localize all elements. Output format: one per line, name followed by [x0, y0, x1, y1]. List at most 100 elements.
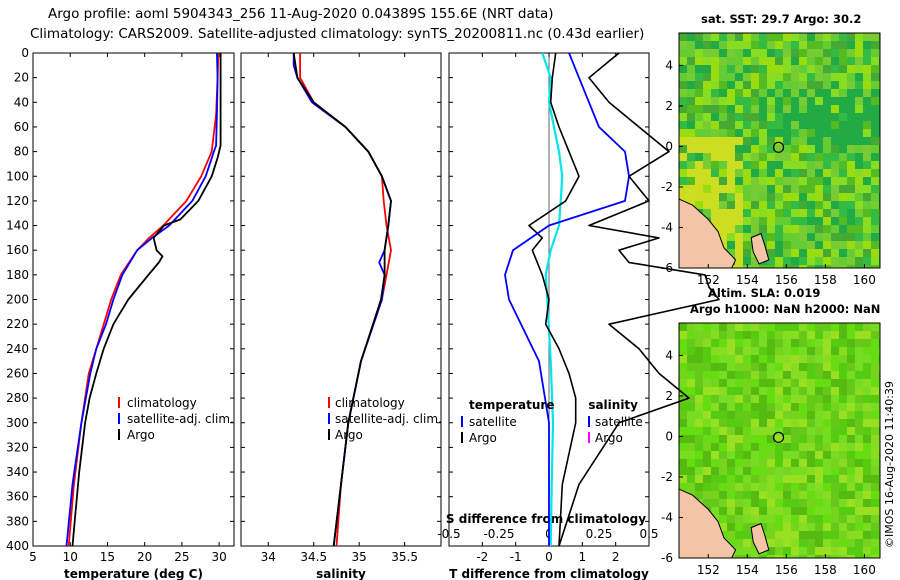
map-cell [759, 113, 767, 121]
map-cell [767, 451, 775, 459]
map-cell [863, 475, 871, 483]
map-cell [791, 347, 799, 355]
map-cell [847, 523, 855, 531]
map-cell [743, 523, 751, 531]
map-cell [735, 241, 743, 249]
map-cell [735, 153, 743, 161]
map-cell [711, 411, 719, 419]
map-cell [799, 411, 807, 419]
map-cell [815, 105, 823, 113]
map-cell [751, 161, 759, 169]
map-cell [695, 323, 703, 331]
map-cell [863, 379, 871, 387]
map-cell [695, 113, 703, 121]
map-cell [775, 41, 783, 49]
map-cell [847, 113, 855, 121]
diff-legend-right-label-1: Argo [595, 431, 623, 445]
map-cell [679, 89, 687, 97]
map-cell [799, 233, 807, 241]
map-cell [807, 249, 815, 257]
map-cell [807, 217, 815, 225]
map-cell [863, 499, 871, 507]
map-cell [775, 97, 783, 105]
map-cell [719, 137, 727, 145]
map-cell [703, 169, 711, 177]
map-cell [767, 387, 775, 395]
map-cell [815, 507, 823, 515]
map-cell [783, 145, 791, 153]
map-cell [687, 459, 695, 467]
diff-series-0 [541, 52, 564, 547]
map-cell [791, 129, 799, 137]
map-cell [711, 113, 719, 121]
map-cell [719, 323, 727, 331]
map-cell [751, 347, 759, 355]
map-cell [815, 89, 823, 97]
map-cell [799, 323, 807, 331]
map-cell [679, 371, 687, 379]
map-x-tick-label: 160 [853, 273, 876, 287]
map-cell [871, 161, 879, 169]
map-cell [759, 209, 767, 217]
map-cell [695, 57, 703, 65]
x-tick-label: 30 [211, 550, 226, 564]
map-cell [839, 355, 847, 363]
map-cell [799, 419, 807, 427]
map-cell [807, 491, 815, 499]
map-cell [855, 539, 863, 547]
map-cell [751, 475, 759, 483]
map-cell [831, 451, 839, 459]
map-frame [678, 32, 881, 269]
map-cell [687, 371, 695, 379]
map-cell [767, 411, 775, 419]
map-cell [807, 81, 815, 89]
map-cell [775, 459, 783, 467]
map-cell [759, 507, 767, 515]
map-cell [799, 379, 807, 387]
map-cell [759, 49, 767, 57]
map-cell [831, 547, 839, 555]
map-cell [719, 89, 727, 97]
map-cell [767, 363, 775, 371]
map-cell [823, 547, 831, 555]
map-cell [783, 387, 791, 395]
map-cell [831, 41, 839, 49]
map-cell [855, 121, 863, 129]
map-cell [759, 363, 767, 371]
map-cell [759, 443, 767, 451]
map-cell [735, 379, 743, 387]
map-cell [815, 137, 823, 145]
map-cell [855, 323, 863, 331]
map-cell [719, 161, 727, 169]
map-cell [871, 113, 879, 121]
map-cell [839, 483, 847, 491]
depth-tick-label: 140 [6, 219, 29, 233]
map-cell [831, 467, 839, 475]
map-cell [727, 65, 735, 73]
map-cell [735, 451, 743, 459]
map-cell [759, 339, 767, 347]
map-cell [735, 161, 743, 169]
map-cell [783, 81, 791, 89]
map-cell [831, 523, 839, 531]
diff-legend-right-title: salinity [588, 398, 638, 412]
map-cell [807, 113, 815, 121]
map-cell [823, 169, 831, 177]
map-cell [799, 387, 807, 395]
map-cell [743, 185, 751, 193]
map-cell [839, 57, 847, 65]
map-cell [855, 411, 863, 419]
map-cell [751, 331, 759, 339]
map-cell [863, 201, 871, 209]
map-cell [799, 201, 807, 209]
map-cell [719, 419, 727, 427]
map-cell [767, 555, 775, 558]
map-cell [743, 169, 751, 177]
map-cell [751, 411, 759, 419]
map-cell [831, 177, 839, 185]
map-cell [839, 257, 847, 265]
map-cell [847, 371, 855, 379]
map-cell [831, 531, 839, 539]
map-cell [855, 241, 863, 249]
map-cell [791, 145, 799, 153]
